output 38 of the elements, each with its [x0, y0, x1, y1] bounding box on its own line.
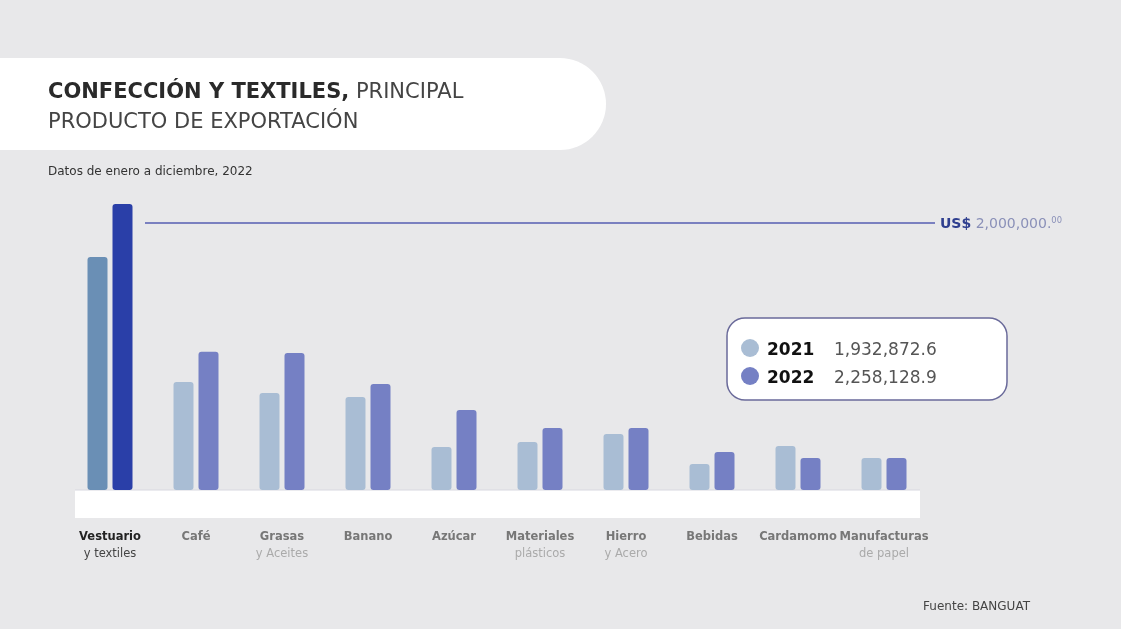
x-tick-label: Grasas y Aceites	[255, 529, 309, 560]
bar	[87, 256, 108, 490]
annotation: 1,932,872.6	[834, 339, 937, 359]
ref-line-label: US$ 2,000,000.$^{00}$	[940, 214, 1063, 231]
bar	[456, 409, 477, 490]
legend-label: 2021	[767, 339, 815, 359]
bar	[259, 393, 280, 490]
chart-title: CONFECCIÓN Y TEXTILES, PRINCIPAL PRODUCTO DE EXPORTACIÓN	[48, 78, 464, 133]
bar	[861, 457, 882, 490]
x-tick-label: Materiales plásticos	[505, 529, 575, 560]
x-tick-label: Vestuario y textiles	[79, 529, 142, 560]
bar	[431, 447, 452, 490]
bar	[284, 353, 305, 490]
bar	[345, 397, 366, 490]
x-tick-label: Azúcar	[431, 529, 477, 543]
bar	[198, 351, 219, 490]
annotation: 2,258,128.9	[834, 367, 937, 387]
x-tick-label: Bebidas	[686, 529, 738, 543]
bar	[542, 427, 563, 490]
bar	[886, 457, 907, 490]
x-tick-label: Hierro y Acero	[604, 529, 648, 560]
bar	[603, 433, 624, 490]
bar	[370, 383, 391, 490]
x-tick-label: Banano	[343, 529, 393, 543]
x-tick-label: Café	[181, 529, 211, 543]
bar	[714, 451, 735, 490]
chart-subtitle: Datos de enero a diciembre, 2022	[48, 164, 253, 178]
bar	[112, 204, 133, 490]
bar	[517, 441, 538, 490]
bar	[689, 463, 710, 490]
x-tick-label: Cardamomo	[759, 529, 837, 543]
bar	[628, 427, 649, 490]
source-note: Fuente: BANGUAT	[923, 599, 1031, 613]
x-tick-label: Manufacturas de papel	[839, 529, 929, 560]
bar	[800, 457, 821, 490]
legend-label: 2022	[767, 367, 815, 387]
bar	[173, 381, 194, 490]
bar	[775, 445, 796, 490]
